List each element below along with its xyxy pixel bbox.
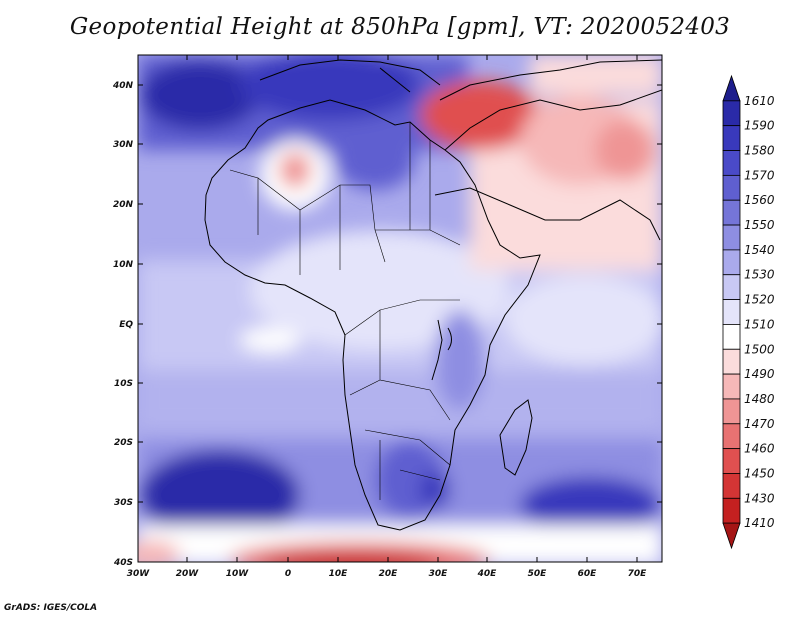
lon-label-30W: 30W xyxy=(127,569,151,579)
lon-label-10E: 10E xyxy=(329,569,349,579)
colorbar-swatch xyxy=(722,398,741,425)
lon-label-40E: 40E xyxy=(477,569,498,579)
colorbar-label-1510: 1510 xyxy=(744,317,775,331)
colorbar-swatch xyxy=(722,423,741,450)
colorbar-label-1560: 1560 xyxy=(744,193,775,207)
colorbar-label-1480: 1480 xyxy=(744,392,775,406)
colorbar-label-1540: 1540 xyxy=(744,243,775,257)
colorbar-label-1470: 1470 xyxy=(744,417,775,431)
colorbar-swatch xyxy=(722,299,741,325)
lon-label-20W: 20W xyxy=(176,569,200,579)
colorbar-label-1490: 1490 xyxy=(744,367,775,381)
tick-marks xyxy=(137,55,662,563)
lat-label-20S: 20S xyxy=(114,438,133,448)
colorbar-label-1610: 1610 xyxy=(744,94,775,108)
colorbar-swatch xyxy=(722,249,741,276)
colorbar-swatch xyxy=(722,497,741,524)
colorbar-label-1460: 1460 xyxy=(744,442,775,456)
colorbar-swatch-top xyxy=(722,74,741,102)
colorbar-swatch xyxy=(722,373,741,400)
map-title: Geopotential Height at 850hPa [gpm], VT:… xyxy=(69,14,731,40)
lon-label-20E: 20E xyxy=(379,569,399,579)
height-field xyxy=(138,55,662,562)
lon-label-0: 0 xyxy=(285,569,291,579)
lat-label-40N: 40N xyxy=(112,81,134,91)
plot-frame xyxy=(137,54,663,563)
lat-label-EQ: EQ xyxy=(119,320,133,330)
colorbar-swatch xyxy=(722,473,741,499)
latitude-labels: 40N 30N 20N 10N EQ 10S 20S 30S 40S xyxy=(112,81,134,568)
colorbar-label-1550: 1550 xyxy=(744,218,775,232)
colorbar-label-1430: 1430 xyxy=(744,491,775,505)
lat-label-20N: 20N xyxy=(113,200,134,210)
colorbar-label-1520: 1520 xyxy=(744,293,775,307)
colorbar-swatch xyxy=(722,125,741,151)
colorbar-swatch-bottom xyxy=(722,522,741,550)
colorbar-label-1590: 1590 xyxy=(744,119,775,133)
colorbar-swatch xyxy=(722,274,741,300)
colorbar-swatch xyxy=(722,150,741,176)
longitude-labels: 30W 20W 10W 0 10E 20E 30E 40E 50E 60E 70E xyxy=(127,569,647,579)
lat-label-40S: 40S xyxy=(113,558,133,568)
colorbar: 1610 1590 1580 1570 1560 1550 1540 1530 1520 1510… xyxy=(722,74,775,550)
colorbar-label-1450: 1450 xyxy=(744,466,775,480)
lon-label-30E: 30E xyxy=(429,569,449,579)
coastlines xyxy=(204,59,662,531)
colorbar-swatch xyxy=(722,199,741,226)
colorbar-swatch xyxy=(722,348,741,375)
lat-label-10S: 10S xyxy=(114,379,133,389)
lat-label-10N: 10N xyxy=(113,260,134,270)
lat-label-30S: 30S xyxy=(114,498,133,508)
lon-label-60E: 60E xyxy=(578,569,598,579)
colorbar-label-1570: 1570 xyxy=(744,168,775,182)
colorbar-label-1580: 1580 xyxy=(744,144,775,158)
country-borders xyxy=(229,122,461,500)
grads-credit: GrADS: IGES/COLA xyxy=(4,603,98,613)
colorbar-label-1530: 1530 xyxy=(744,268,775,282)
colorbar-swatch xyxy=(722,324,741,350)
colorbar-swatch xyxy=(722,448,741,474)
lat-label-30N: 30N xyxy=(113,140,134,150)
colorbar-swatch xyxy=(722,224,741,251)
colorbar-swatch xyxy=(722,100,741,127)
lon-label-70E: 70E xyxy=(628,569,648,579)
lon-label-50E: 50E xyxy=(528,569,548,579)
colorbar-label-1410: 1410 xyxy=(744,516,775,530)
colorbar-swatch xyxy=(722,174,741,201)
colorbar-label-1500: 1500 xyxy=(744,342,775,356)
lon-label-10W: 10W xyxy=(226,569,250,579)
